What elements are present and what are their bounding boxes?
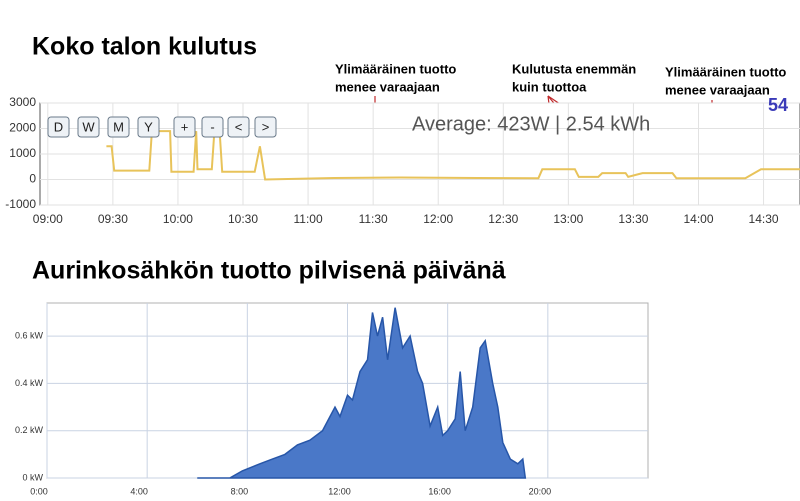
annotation: Ylimääräinen tuotto bbox=[335, 61, 456, 76]
control-button[interactable] bbox=[173, 116, 196, 138]
y-tick-label: 1000 bbox=[9, 146, 36, 160]
control-label[interactable]: W bbox=[82, 119, 95, 134]
x-tick-label: 4:00 bbox=[130, 486, 148, 496]
y-tick-label: 3000 bbox=[9, 95, 36, 109]
data-line bbox=[106, 130, 800, 181]
control-label[interactable]: - bbox=[210, 119, 214, 134]
x-tick-label: 20:00 bbox=[529, 486, 552, 496]
annotation: kuin tuottoa bbox=[512, 79, 587, 94]
control-label[interactable]: Y bbox=[144, 119, 153, 134]
control-button[interactable] bbox=[227, 116, 250, 138]
x-tick-label: 12:00 bbox=[328, 486, 351, 496]
x-tick-label: 8:00 bbox=[231, 486, 249, 496]
control-button[interactable] bbox=[47, 116, 70, 138]
y-tick-label: -1000 bbox=[5, 197, 36, 211]
control-label[interactable]: D bbox=[54, 119, 63, 134]
control-button[interactable] bbox=[77, 116, 100, 138]
y-tick-label: 0 kW bbox=[22, 472, 43, 482]
x-tick-label: 11:00 bbox=[294, 212, 323, 226]
data-area bbox=[197, 307, 527, 479]
control-label[interactable]: > bbox=[262, 119, 270, 134]
annotation: menee varaajaan bbox=[335, 79, 440, 94]
annotation: menee varaajaan bbox=[665, 82, 770, 97]
chart-title: Aurinkosähkön tuotto pilvisenä päivänä bbox=[32, 257, 506, 285]
x-tick-label: 13:30 bbox=[618, 212, 648, 226]
y-tick-label: 0 bbox=[29, 172, 36, 186]
control-button[interactable] bbox=[107, 116, 130, 138]
annotation: Ylimääräinen tuotto bbox=[665, 64, 786, 79]
x-tick-label: 14:30 bbox=[749, 212, 779, 226]
x-tick-label: 12:00 bbox=[423, 212, 453, 226]
x-tick-label: 13:00 bbox=[553, 212, 583, 226]
x-tick-label: 11:30 bbox=[359, 212, 388, 226]
control-label[interactable]: < bbox=[235, 119, 243, 134]
x-tick-label: 09:30 bbox=[98, 212, 128, 226]
x-tick-label: 10:30 bbox=[228, 212, 258, 226]
control-button[interactable] bbox=[201, 116, 224, 138]
average-label: Average: 423W | 2.54 kWh bbox=[412, 113, 650, 135]
x-tick-label: 10:00 bbox=[163, 212, 193, 226]
x-tick-label: 14:00 bbox=[683, 212, 713, 226]
chart-title: Koko talon kulutus bbox=[32, 33, 257, 61]
y-tick-label: 0.4 kW bbox=[15, 378, 44, 388]
x-tick-label: 0:00 bbox=[30, 486, 48, 496]
current-value: 54 bbox=[768, 95, 788, 115]
annotation: Kulutusta enemmän bbox=[512, 61, 636, 76]
control-label[interactable]: + bbox=[181, 119, 189, 134]
x-tick-label: 09:00 bbox=[33, 212, 63, 226]
x-tick-label: 16:00 bbox=[428, 486, 451, 496]
control-button[interactable] bbox=[254, 116, 277, 138]
y-tick-label: 0.6 kW bbox=[15, 330, 44, 340]
y-tick-label: 0.2 kW bbox=[15, 425, 44, 435]
y-tick-label: 2000 bbox=[9, 121, 36, 135]
x-tick-label: 12:30 bbox=[488, 212, 518, 226]
control-button[interactable] bbox=[137, 116, 160, 138]
control-label[interactable]: M bbox=[113, 119, 124, 134]
